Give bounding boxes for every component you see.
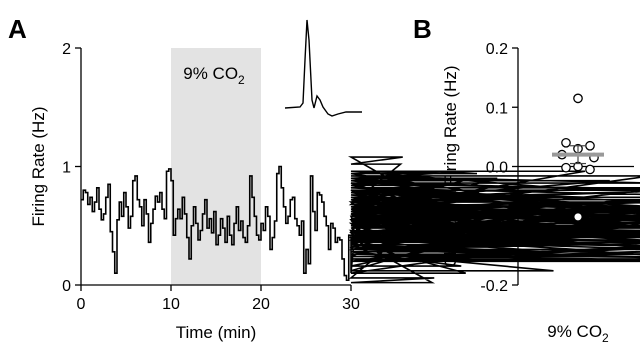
y-tick-label: 0: [62, 278, 71, 295]
y-tick-label-b: 0.0: [486, 160, 508, 177]
y-tick-label-b: 0.2: [486, 41, 508, 58]
data-point: [561, 162, 571, 173]
y-tick-label-b: -0.1: [480, 219, 508, 236]
x-tick-label: 10: [162, 296, 180, 313]
x-tick-label: 0: [77, 296, 86, 313]
spike-waveform-inset: [284, 19, 362, 117]
y-axis-label: Firing Rate (Hz): [29, 107, 48, 227]
x-axis-label: Time (min): [176, 323, 257, 342]
category-label-subscript: 2: [602, 331, 609, 345]
data-point: [585, 164, 595, 175]
co2-annotation: 9% CO2: [183, 64, 245, 87]
x-tick-label: 30: [342, 296, 360, 313]
firing-rate-trace: [81, 156, 640, 284]
x-tick-label: 20: [252, 296, 270, 313]
category-label-text: 9% CO: [547, 322, 602, 341]
panel-label-a: A: [8, 14, 27, 44]
y-tick-label-b: -0.2: [480, 278, 508, 295]
co2-annotation-text: 9% CO: [183, 64, 238, 83]
y-tick-label-b: 0.1: [486, 100, 508, 117]
category-label: 9% CO2: [547, 322, 609, 345]
co2-annotation-subscript: 2: [238, 73, 245, 87]
y-tick-label: 2: [62, 41, 71, 58]
panel-b-chart: 0.2 0.1 0.0 -0.1 -0.2 Change in Firing Rate …: [441, 41, 634, 345]
data-point: [561, 137, 571, 148]
data-point: [573, 212, 583, 222]
co2-shaded-region: [171, 48, 261, 285]
y-tick-label: 1: [62, 160, 71, 177]
panel-label-b: B: [413, 14, 432, 44]
data-point: [573, 93, 583, 104]
data-point: [585, 140, 595, 151]
y-axis-label-b: Change in Firing Rate (Hz): [441, 65, 460, 267]
